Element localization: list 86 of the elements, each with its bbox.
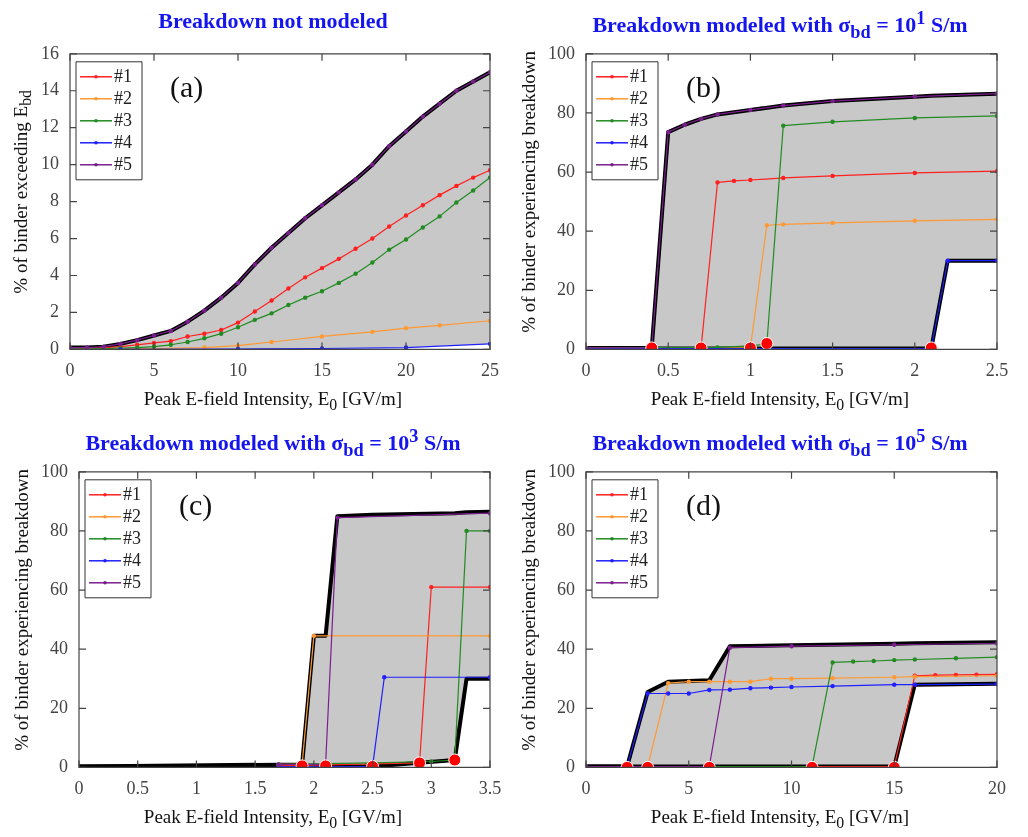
legend-label: #3 (630, 527, 648, 548)
chart-title: Breakdown modeled with σ$_{bd}$ = 10$^{5}$ S/m (591, 426, 969, 461)
y-tick-label: 4 (50, 264, 59, 285)
legend-label: #3 (123, 527, 141, 548)
x-tick-label: 5 (149, 359, 159, 380)
annotation: (d) (686, 487, 721, 522)
x-tick-label: 0 (581, 777, 591, 798)
y-tick-label: 6 (50, 227, 59, 248)
x-tick-label: 1.5 (821, 359, 844, 380)
y-tick-label: 0 (566, 338, 575, 359)
legend-label: #3 (114, 109, 132, 130)
legend-label: #2 (630, 505, 648, 526)
y-tick-label: 100 (548, 42, 575, 63)
y-tick-label: 60 (557, 578, 575, 599)
x-tick-label: 2 (910, 359, 920, 380)
y-tick-label: 20 (557, 279, 575, 300)
chart-title: Breakdown modeled with σ$_{bd}$ = 10$^{3}$ S/m (84, 426, 462, 461)
legend-label: #4 (123, 549, 141, 570)
y-axis-title: % of binder experiencing breakdown (518, 51, 540, 333)
x-axis-title: Peak E-field Intensity, E$_{0}$ [GV/m] (142, 388, 404, 414)
legend-label: #5 (630, 571, 648, 592)
y-axis-title: % of binder experiencing breakdown (518, 469, 540, 751)
x-axis-title: Peak E-field Intensity, E$_{0}$ [GV/m] (649, 388, 911, 414)
legend-label: #1 (630, 65, 648, 86)
legend-label: #1 (630, 483, 648, 504)
legend-label: #3 (630, 109, 648, 130)
legend-label: #1 (114, 65, 132, 86)
x-tick-label: 1 (191, 777, 201, 798)
annotation: (c) (179, 487, 213, 522)
y-tick-label: 8 (50, 190, 59, 211)
x-tick-label: 10 (229, 359, 247, 380)
x-tick-label: 0.5 (656, 359, 680, 380)
x-tick-label: 2.5 (985, 359, 1009, 380)
y-tick-label: 40 (557, 637, 575, 658)
y-tick-label: 16 (41, 42, 59, 63)
annotation: (a) (170, 69, 204, 104)
x-tick-label: 1 (745, 359, 755, 380)
legend-label: #2 (123, 505, 141, 526)
y-tick-label: 0 (50, 338, 59, 359)
x-tick-label: 1.5 (243, 777, 267, 798)
x-tick-label: 3 (426, 777, 436, 798)
legend-label: #2 (630, 87, 648, 108)
legend-label: #5 (630, 153, 648, 174)
x-tick-label: 0 (581, 359, 591, 380)
annotation: (b) (686, 69, 721, 104)
y-tick-label: 0 (59, 756, 68, 777)
legend-label: #5 (114, 153, 132, 174)
y-tick-label: 100 (41, 460, 68, 481)
x-tick-label: 25 (481, 359, 499, 380)
y-tick-label: 60 (557, 160, 575, 181)
x-tick-label: 2 (309, 777, 319, 798)
legend-label: #1 (123, 483, 141, 504)
x-tick-label: 15 (885, 777, 904, 798)
y-tick-label: 10 (41, 153, 59, 174)
y-tick-label: 80 (50, 519, 68, 540)
y-tick-label: 60 (50, 578, 68, 599)
y-tick-label: 14 (41, 79, 59, 100)
x-tick-label: 10 (782, 777, 801, 798)
legend-label: #4 (630, 131, 648, 152)
x-tick-label: 20 (988, 777, 1006, 798)
y-tick-label: 80 (557, 519, 575, 540)
legend-label: #2 (114, 87, 132, 108)
legend-label: #4 (630, 549, 648, 570)
y-tick-label: 0 (566, 756, 575, 777)
y-tick-label: 20 (50, 697, 68, 718)
y-tick-label: 40 (50, 637, 68, 658)
y-axis-title: % of binder experiencing breakdown (11, 469, 33, 751)
x-tick-label: 2.5 (361, 777, 384, 798)
x-tick-label: 20 (397, 359, 415, 380)
x-axis-title: Peak E-field Intensity, E$_{0}$ [GV/m] (649, 806, 911, 832)
y-tick-label: 80 (557, 101, 575, 122)
x-tick-label: 5 (684, 777, 694, 798)
y-tick-label: 12 (41, 116, 59, 137)
x-axis-title: Peak E-field Intensity, E$_{0}$ [GV/m] (142, 806, 404, 832)
legend-label: #4 (114, 131, 132, 152)
x-tick-label: 15 (313, 359, 331, 380)
y-tick-label: 20 (557, 697, 575, 718)
y-tick-label: 40 (557, 219, 575, 240)
x-tick-label: 0.5 (126, 777, 149, 798)
x-tick-label: 3.5 (478, 777, 502, 798)
chart-title: Breakdown not modeled (157, 8, 389, 34)
chart-title: Breakdown modeled with σ$_{bd}$ = 10$^{1}$ S/m (591, 8, 969, 43)
x-tick-label: 0 (74, 777, 84, 798)
y-tick-label: 100 (548, 460, 575, 481)
y-tick-label: 2 (50, 301, 59, 322)
legend-label: #5 (123, 571, 141, 592)
